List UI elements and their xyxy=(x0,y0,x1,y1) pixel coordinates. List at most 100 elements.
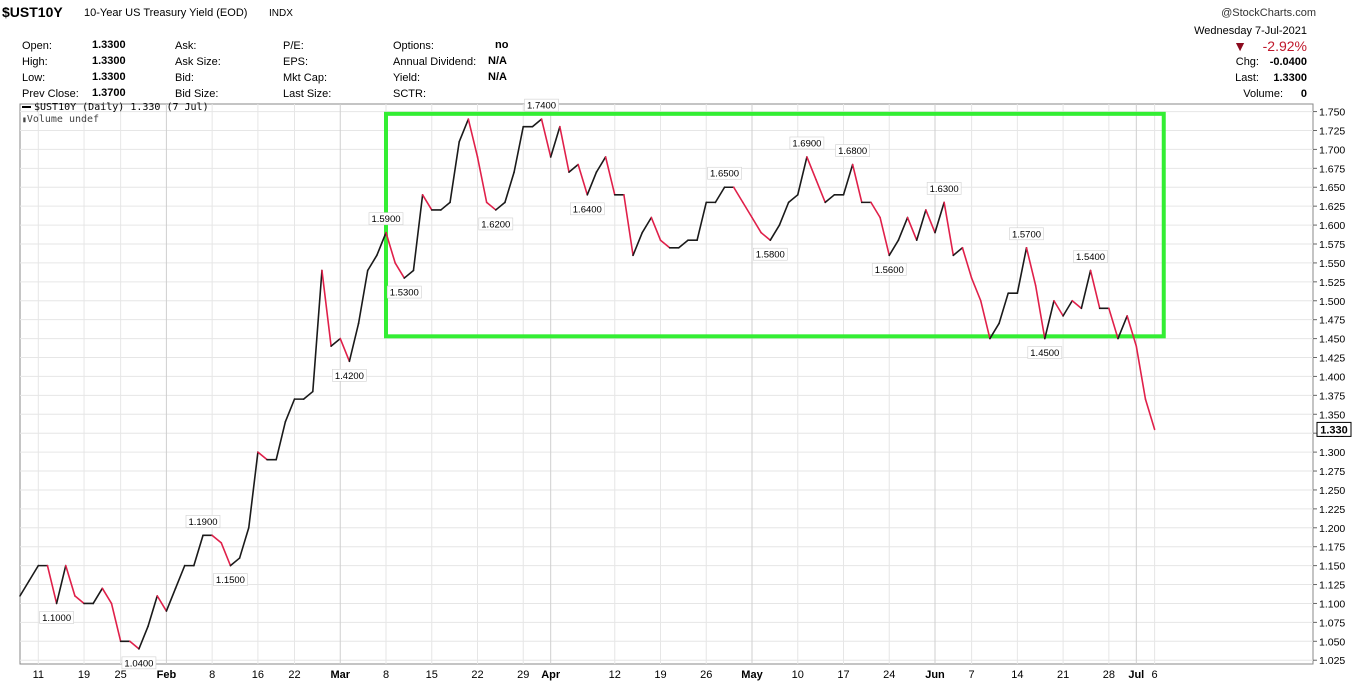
volume-legend-label: Volume undef xyxy=(26,114,100,125)
annotation-label: 1.1500 xyxy=(216,575,245,586)
price-segment xyxy=(970,277,982,302)
change-percent: -2.92% xyxy=(1262,38,1307,54)
y-tick-label: 1.225 xyxy=(1319,504,1345,516)
x-tick-label: Mar xyxy=(330,669,350,681)
y-tick-label: 1.475 xyxy=(1319,315,1345,327)
price-segment xyxy=(787,194,799,204)
x-tick-label: Jul xyxy=(1128,669,1144,681)
annotation-box xyxy=(789,136,825,150)
price-segment xyxy=(348,322,360,363)
annotation-box xyxy=(524,98,559,112)
annotation-label: 1.6200 xyxy=(481,219,510,230)
price-segment xyxy=(513,125,525,173)
price-segment xyxy=(1089,269,1101,310)
price-segment xyxy=(897,216,909,242)
price-segment xyxy=(824,194,836,204)
price-segment xyxy=(385,231,396,264)
price-segment xyxy=(879,216,891,257)
price-segment xyxy=(1034,284,1046,340)
y-tick-label: 1.350 xyxy=(1319,409,1345,421)
price-segment xyxy=(888,239,900,257)
ask-label: Ask: xyxy=(175,40,197,52)
x-tick-label: Jun xyxy=(925,669,945,681)
annotation-label: 1.6900 xyxy=(792,138,821,149)
price-segment xyxy=(998,292,1010,325)
price-segment xyxy=(284,398,296,423)
yield-label: Yield: xyxy=(393,72,421,84)
annotation-box xyxy=(39,611,74,624)
y-tick-label: 1.725 xyxy=(1319,125,1345,137)
price-segment xyxy=(641,216,653,234)
annotation-box xyxy=(213,573,248,586)
y-tick-label: 1.525 xyxy=(1319,277,1345,289)
last-value: 1.3300 xyxy=(1273,72,1307,84)
x-tick-label: 16 xyxy=(252,669,264,681)
sctr-label: SCTR: xyxy=(393,88,426,100)
price-segment xyxy=(595,156,607,173)
price-segment xyxy=(494,201,506,211)
price-segment xyxy=(659,239,671,249)
y-tick-label: 1.650 xyxy=(1319,182,1345,194)
price-segment xyxy=(742,201,753,219)
price-segment xyxy=(211,534,223,544)
price-segment xyxy=(92,587,104,605)
price-segment xyxy=(165,587,177,612)
x-tick-label: 7 xyxy=(969,669,975,681)
bid-label: Bid: xyxy=(175,72,194,84)
chg-value: -0.0400 xyxy=(1269,56,1307,68)
annotation-box xyxy=(569,202,605,216)
price-segment xyxy=(74,595,85,605)
y-axis: 1.025 1.050 1.075 1.100 1.125 1.150 1.175 1.200… xyxy=(1313,107,1345,667)
price-segment xyxy=(632,231,644,257)
open-label: Open: xyxy=(22,40,52,52)
bid-size-label: Bid Size: xyxy=(175,88,219,100)
y-tick-label: 1.200 xyxy=(1319,523,1345,535)
y-tick-label: 1.275 xyxy=(1319,466,1345,478)
options-label: Options: xyxy=(393,40,434,52)
price-segment xyxy=(732,186,744,204)
price-segment xyxy=(870,201,881,219)
price-segment xyxy=(147,595,159,627)
annotation-label: 1.7400 xyxy=(527,101,556,112)
price-segment xyxy=(247,451,259,529)
series-legend-label: $UST10Y (Daily) 1.330 (7 Jul) xyxy=(34,102,209,113)
prev-close-value: 1.3700 xyxy=(92,87,126,99)
price-segment xyxy=(101,587,113,605)
annotation-label: 1.5400 xyxy=(1076,252,1105,263)
price-segment xyxy=(311,269,323,393)
price-segment xyxy=(1080,269,1092,310)
series-legend-swatch xyxy=(22,106,31,108)
price-segment xyxy=(449,141,461,204)
annotation-label: 1.6500 xyxy=(710,169,739,180)
price-segment xyxy=(623,194,634,257)
prev-close-label: Prev Close: xyxy=(22,88,79,100)
y-tick-label: 1.625 xyxy=(1319,201,1345,213)
annotation-box xyxy=(478,217,514,231)
series-legend: $UST10Y (Daily) 1.330 (7 Jul) xyxy=(22,102,209,113)
annotation-label: 1.5300 xyxy=(390,288,419,299)
price-segment xyxy=(403,269,415,279)
annotation-label: 1.6800 xyxy=(838,146,867,157)
price-segment xyxy=(714,186,726,204)
x-tick-label: 6 xyxy=(1152,669,1158,681)
y-tick-label: 1.175 xyxy=(1319,542,1345,554)
ask-size-label: Ask Size: xyxy=(175,56,221,68)
eps-label: EPS: xyxy=(283,56,309,68)
pe-label: P/E: xyxy=(283,40,304,52)
x-tick-label: 15 xyxy=(426,669,438,681)
y-tick-label: 1.150 xyxy=(1319,561,1345,573)
x-tick-label: 12 xyxy=(609,669,621,681)
price-segment xyxy=(531,118,543,128)
price-segment xyxy=(925,209,936,234)
price-segment xyxy=(504,171,515,204)
highlight-box-layer xyxy=(384,111,1166,339)
price-segment xyxy=(357,269,369,325)
y-tick-label: 1.125 xyxy=(1319,580,1345,592)
last-value-layer: 1.330 xyxy=(1316,421,1352,437)
price-segment xyxy=(549,125,561,158)
y-tick-label: 1.075 xyxy=(1319,617,1345,629)
annotation-box xyxy=(368,212,404,225)
price-segment xyxy=(915,209,927,242)
x-tick-label: 25 xyxy=(115,669,127,681)
x-tick-label: 10 xyxy=(792,669,804,681)
